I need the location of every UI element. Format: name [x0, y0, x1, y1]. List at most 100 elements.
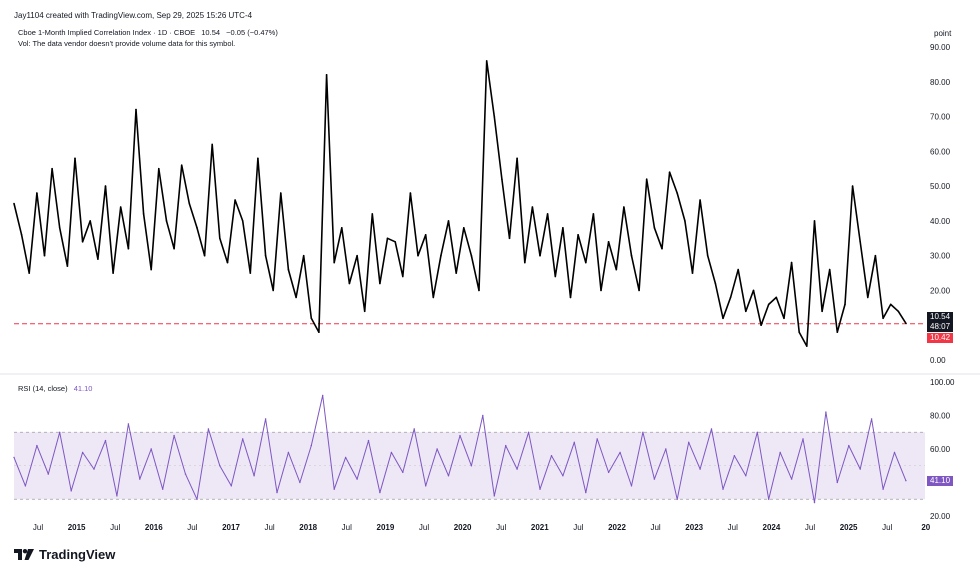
price-data-point: [440, 254, 442, 257]
price-data-point: [119, 206, 122, 208]
rsi-data-point: [768, 498, 770, 500]
time-axis-tick-label: 2019: [377, 523, 395, 532]
price-data-point: [234, 199, 236, 201]
price-data-point: [516, 157, 518, 160]
price-data-point: [889, 303, 892, 306]
rsi-data-point: [745, 475, 747, 477]
price-data-point: [264, 254, 267, 257]
price-data-point: [653, 227, 656, 229]
price-data-point: [295, 296, 297, 299]
rsi-data-point: [482, 414, 484, 417]
time-axis-tick-label: Jul: [496, 523, 506, 532]
price-data-point: [203, 254, 206, 257]
price-data-point: [272, 289, 275, 292]
price-data-point: [310, 317, 313, 320]
price-data-point: [219, 237, 221, 240]
price-data-point: [859, 241, 861, 243]
rsi-data-point: [848, 444, 850, 447]
symbol-name[interactable]: Cboe 1-Month Implied Correlation Index ·…: [18, 28, 196, 37]
tradingview-logo[interactable]: TradingView: [14, 547, 115, 562]
price-data-point: [226, 261, 229, 264]
price-data-point: [851, 185, 854, 187]
price-data-point: [371, 213, 374, 215]
time-axis-tick-label: Jul: [728, 523, 738, 532]
price-data-point: [775, 296, 778, 299]
price-data-point: [280, 192, 282, 194]
price-data-point: [722, 317, 724, 320]
rsi-axis-tick-label: 20.00: [930, 512, 951, 521]
rsi-data-point: [219, 465, 221, 467]
price-data-point: [478, 289, 480, 292]
rsi-data-point: [47, 473, 49, 475]
rsi-data-point: [93, 468, 95, 470]
bar-countdown-badge: 48:07: [927, 322, 954, 333]
rsi-data-point: [70, 490, 72, 492]
time-axis-tick-label: 2018: [299, 523, 317, 532]
rsi-data-point: [24, 485, 27, 487]
rsi-data-point: [447, 475, 450, 477]
rsi-data-point: [59, 431, 61, 433]
rsi-title[interactable]: RSI (14, close): [18, 384, 68, 393]
price-data-point: [531, 206, 534, 208]
time-axis-tick-label: 2016: [145, 523, 163, 532]
price-data-point: [752, 289, 755, 292]
price-axis-tick-label: 20.00: [930, 286, 951, 295]
price-axis-tick-label: 50.00: [930, 182, 951, 191]
price-data-point: [97, 258, 99, 260]
rsi-data-point: [516, 468, 518, 470]
time-axis-tick-label: Jul: [650, 523, 660, 532]
rsi-data-point: [573, 441, 575, 443]
rsi-data-point: [413, 428, 415, 430]
price-data-point: [81, 241, 84, 243]
price-data-point: [409, 192, 412, 194]
rsi-data-point: [836, 481, 838, 484]
rsi-data-point: [139, 478, 141, 480]
price-data-point: [28, 272, 31, 274]
price-data-point: [645, 178, 648, 180]
rsi-data-point: [893, 451, 896, 454]
time-axis-tick-label: 2025: [840, 523, 858, 532]
price-data-point: [20, 234, 23, 236]
rsi-data-point: [493, 495, 495, 497]
price-data-point: [325, 74, 328, 76]
rsi-data-point: [859, 468, 861, 470]
rsi-data-point: [642, 431, 644, 433]
rsi-data-point: [756, 431, 758, 433]
price-data-point: [638, 289, 640, 292]
rsi-data-point: [367, 439, 370, 442]
price-data-point: [615, 268, 618, 271]
price-data-point: [501, 178, 503, 180]
rsi-data-point: [813, 501, 816, 504]
price-data-point: [806, 345, 808, 347]
price-data-point: [142, 213, 145, 215]
price-pane[interactable]: [0, 60, 980, 375]
price-data-point: [74, 157, 76, 160]
price-data-point: [790, 261, 793, 264]
price-data-point: [562, 227, 564, 229]
price-data-point: [287, 268, 290, 271]
price-data-point: [363, 310, 366, 313]
rsi-data-point: [825, 411, 827, 413]
price-axis-tick-label: 30.00: [930, 252, 951, 261]
time-axis-tick-label: 20: [921, 523, 930, 532]
rsi-data-point: [790, 478, 793, 480]
price-data-point: [188, 202, 191, 205]
rsi-pane[interactable]: [13, 394, 925, 504]
price-data-point: [66, 265, 69, 267]
symbol-legend-row: Cboe 1-Month Implied Correlation Index ·…: [18, 27, 278, 38]
price-data-point: [897, 310, 900, 313]
rsi-data-point: [344, 456, 347, 459]
price-data-point: [58, 227, 61, 229]
price-data-point: [485, 60, 488, 62]
price-data-point: [630, 254, 633, 257]
price-axis-tick-label: 80.00: [930, 78, 951, 87]
time-axis[interactable]: Jul 2015 Jul 2016 Jul 2017 Jul 2018 Jul 2019 Jul 20…: [33, 523, 931, 532]
price-data-point: [173, 247, 175, 250]
price-data-point: [249, 272, 252, 274]
time-axis-tick-label: 2015: [68, 523, 86, 532]
rsi-data-point: [207, 428, 210, 430]
last-price-badge: 10.54: [927, 312, 954, 323]
rsi-data-point: [459, 434, 461, 437]
